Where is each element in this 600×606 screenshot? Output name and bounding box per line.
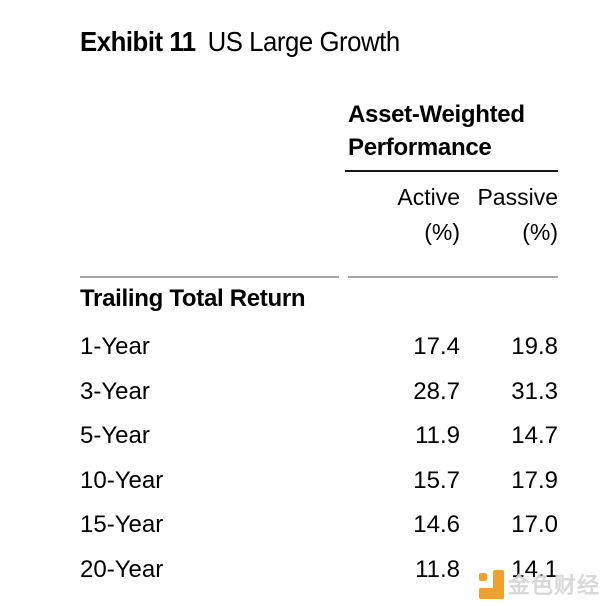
active-unit: (%) — [424, 219, 460, 245]
group-header-line1: Asset-Weighted — [348, 101, 525, 128]
active-value: 15.7 — [413, 467, 460, 494]
passive-value: 17.9 — [511, 467, 558, 494]
active-value: 11.8 — [415, 556, 460, 583]
passive-value: 31.3 — [511, 378, 558, 405]
row-label: 10-Year — [80, 467, 164, 494]
section-header: Trailing Total Return — [80, 285, 306, 312]
exhibit-subtitle: US Large Growth — [207, 26, 401, 57]
exhibit-number: Exhibit 11 — [80, 26, 196, 57]
exhibit-title: Exhibit 11 US Large Growth — [80, 24, 400, 60]
column-headers-row: Active (%) Passive (%) — [80, 180, 558, 250]
jinse-finance-logo-icon — [479, 570, 504, 599]
column-header-active: Active (%) — [343, 180, 460, 250]
column-group-header: Asset-Weighted Performance — [348, 98, 560, 164]
table-row: 10-Year 15.7 17.9 — [80, 466, 558, 496]
body-rule-left — [80, 276, 339, 278]
row-label: 20-Year — [80, 556, 164, 583]
passive-value: 17.0 — [511, 511, 558, 538]
table-row: 20-Year 11.8 14.1 — [80, 555, 558, 585]
row-label: 5-Year — [80, 422, 150, 449]
passive-value: 14.1 — [511, 556, 558, 583]
table-row: 5-Year 11.9 14.7 — [80, 421, 558, 451]
table-row: 1-Year 17.4 19.8 — [80, 332, 558, 362]
row-label: 3-Year — [80, 378, 150, 405]
active-value: 11.9 — [415, 422, 460, 449]
body-rule-right — [348, 276, 558, 278]
table-row: 15-Year 14.6 17.0 — [80, 510, 558, 540]
active-value: 28.7 — [413, 378, 460, 405]
passive-value: 14.7 — [511, 422, 558, 449]
passive-value: 19.8 — [511, 333, 558, 360]
row-label: 15-Year — [80, 511, 164, 538]
passive-label: Passive — [477, 184, 558, 210]
row-label: 1-Year — [80, 333, 150, 360]
spacer-cell — [80, 180, 343, 250]
table-row: 3-Year 28.7 31.3 — [80, 377, 558, 407]
column-header-passive: Passive (%) — [460, 180, 558, 250]
group-header-rule — [345, 170, 558, 172]
active-value: 17.4 — [413, 333, 460, 360]
active-label: Active — [397, 184, 460, 210]
group-header-line2: Performance — [348, 134, 492, 161]
watermark-text: 金色财经 — [508, 573, 600, 598]
passive-unit: (%) — [522, 219, 558, 245]
watermark: 金色财经 — [479, 570, 600, 599]
active-value: 14.6 — [413, 511, 460, 538]
